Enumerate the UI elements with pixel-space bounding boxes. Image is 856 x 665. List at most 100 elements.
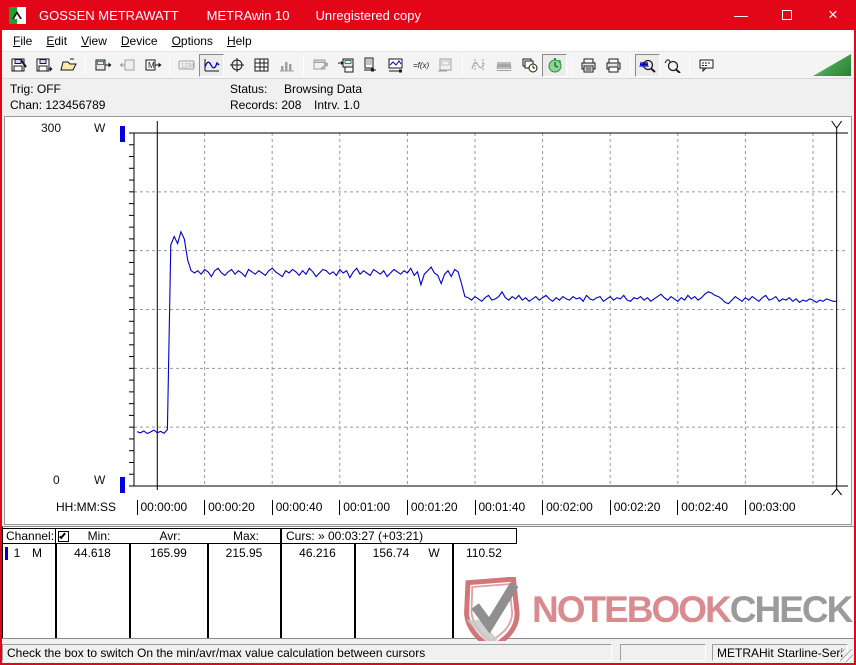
records-count: Records: 208 xyxy=(230,98,302,112)
channel-mode: M xyxy=(32,546,42,560)
x-axis-title: HH:MM:SS xyxy=(56,500,116,514)
device-status-strip: Trig: OFF Chan: 123456789 Status: Browsi… xyxy=(2,79,854,116)
statusbar-device: METRAHit Starline-Seri xyxy=(712,644,848,661)
toolbar-separator xyxy=(689,55,690,75)
x-tick-label: 00:01:20 xyxy=(406,500,458,515)
x-tick-label: 00:02:40 xyxy=(677,500,728,515)
cursor-delta-value: 110.52 xyxy=(466,546,502,560)
menu-item-view[interactable]: View xyxy=(81,33,107,48)
channel-number: 1 xyxy=(13,546,21,560)
x-tick-label: 00:01:40 xyxy=(474,500,525,515)
cursor-crosshair-icon[interactable] xyxy=(224,54,249,77)
close-button[interactable]: × xyxy=(828,5,838,24)
minimize-button[interactable]: — xyxy=(734,7,748,23)
table-view-icon[interactable] xyxy=(249,54,274,77)
cursor-unit: W xyxy=(428,546,440,560)
svg-text:1234: 1234 xyxy=(181,64,195,70)
title-bar: GOSSEN METRAWATT METRAwin 10 Unregistere… xyxy=(0,0,856,30)
col-header-minavrmax: Min: Avr: Max: xyxy=(55,528,281,544)
channel-color-bar xyxy=(5,547,8,560)
wave-dense-icon xyxy=(492,54,517,77)
power-trend-chart[interactable] xyxy=(5,117,851,498)
toolbar-separator xyxy=(462,55,463,75)
x-tick-label: 00:03:00 xyxy=(744,500,796,515)
title-brand: GOSSEN METRAWATT xyxy=(39,7,179,23)
svg-text:M: M xyxy=(148,61,155,70)
brand-triangle-icon xyxy=(813,54,851,76)
min-value: 44.618 xyxy=(74,546,111,560)
toolbar-separator xyxy=(169,55,170,75)
device-write-icon xyxy=(115,54,140,77)
formula-fx-icon[interactable]: =f(x) xyxy=(408,54,433,77)
checkmark-icon xyxy=(59,531,66,539)
x-tick-label: 00:00:00 xyxy=(136,500,187,515)
menu-item-device[interactable]: Device xyxy=(120,33,158,48)
trend-view-icon[interactable] xyxy=(199,53,224,77)
device-memory-icon[interactable]: M xyxy=(140,54,165,77)
x-tick-label: 00:00:40 xyxy=(271,500,322,515)
save-icon[interactable] xyxy=(31,54,56,77)
device-read-icon[interactable] xyxy=(90,54,115,77)
time-sync-icon[interactable] xyxy=(517,54,542,77)
x-tick-label: 00:01:00 xyxy=(339,500,390,515)
toolbar-separator xyxy=(85,55,86,75)
channel-list-icon[interactable] xyxy=(358,54,383,77)
x-tick-label: 00:02:00 xyxy=(542,500,593,515)
export-window-icon xyxy=(308,54,333,77)
print-icon[interactable] xyxy=(601,54,626,77)
zoom-trend-icon[interactable] xyxy=(635,53,660,77)
interval-value: Intrv. 1.0 xyxy=(314,98,360,112)
trend-chart-panel: 300 W 0 W HH:MM:SS 00:00:00 00:00:20 00:00… xyxy=(4,116,852,525)
col-header-max: Max: xyxy=(232,529,259,543)
device-lcd-icon xyxy=(433,54,458,77)
comment-callout-icon[interactable] xyxy=(694,54,719,77)
stopwatch-icon[interactable] xyxy=(542,53,567,77)
statusbar-middle xyxy=(620,644,706,661)
y-axis-max-label: 300 xyxy=(41,121,62,135)
toolbar-separator xyxy=(571,55,572,75)
toolbar-separator xyxy=(630,55,631,75)
cursor1-value: 46.216 xyxy=(299,546,336,560)
toolbar: M 1234 =f(x) xyxy=(2,52,854,79)
zoom-lens-icon[interactable] xyxy=(660,54,685,77)
maximize-icon xyxy=(782,10,792,20)
resize-grip[interactable] xyxy=(840,649,853,662)
status-value: Browsing Data xyxy=(284,82,363,96)
cursor-results-table: Channel: Min: Avr: Max: Curs: » 00:03:27… xyxy=(0,526,856,639)
minmax-calc-checkbox[interactable] xyxy=(58,530,69,542)
y-axis-min-label: 0 xyxy=(53,473,60,487)
save-annotate-icon[interactable] xyxy=(6,54,31,77)
x-axis-label-row: HH:MM:SS 00:00:00 00:00:20 00:00:40 00:01:0… xyxy=(5,500,853,516)
toolbar-separator xyxy=(303,55,304,75)
maximize-button[interactable] xyxy=(764,0,810,30)
menu-bar: File Edit View Device Options Help xyxy=(2,30,854,52)
x-tick-label: 00:02:20 xyxy=(609,500,660,515)
channel-status: Chan: 123456789 xyxy=(10,98,106,112)
open-folder-icon[interactable] xyxy=(56,54,81,77)
col-header-avr: Avr: xyxy=(159,529,181,543)
menu-item-edit[interactable]: Edit xyxy=(46,33,68,48)
y-axis-unit-bottom: W xyxy=(94,473,106,487)
col-header-channel: Channel: xyxy=(2,528,56,544)
max-value: 215.95 xyxy=(225,546,263,560)
print-preview-icon[interactable] xyxy=(576,54,601,77)
svg-text:=f(x): =f(x) xyxy=(413,61,430,70)
digital-display-icon: 1234 xyxy=(174,54,199,77)
status-bar: Check the box to switch On the min/avr/m… xyxy=(2,641,854,663)
menu-item-help[interactable]: Help xyxy=(226,33,252,48)
y-axis-unit-top: W xyxy=(94,121,106,135)
avr-value: 165.99 xyxy=(150,546,187,560)
status-label: Status: xyxy=(230,82,268,96)
app-logo-icon xyxy=(9,6,26,24)
menu-item-file[interactable]: File xyxy=(13,33,33,48)
wave-cursors-icon xyxy=(467,54,492,77)
online-monitor-icon[interactable] xyxy=(383,54,408,77)
col-header-cursors: Curs: » 00:03:27 (+03:21) xyxy=(281,528,517,544)
menu-item-options[interactable]: Options xyxy=(171,33,213,48)
col-header-min: Min: xyxy=(87,529,111,543)
device-transfer-icon[interactable] xyxy=(333,54,358,77)
x-tick-label: 00:00:20 xyxy=(204,500,255,515)
histogram-view-icon xyxy=(274,54,299,77)
window-border-left xyxy=(0,0,2,665)
